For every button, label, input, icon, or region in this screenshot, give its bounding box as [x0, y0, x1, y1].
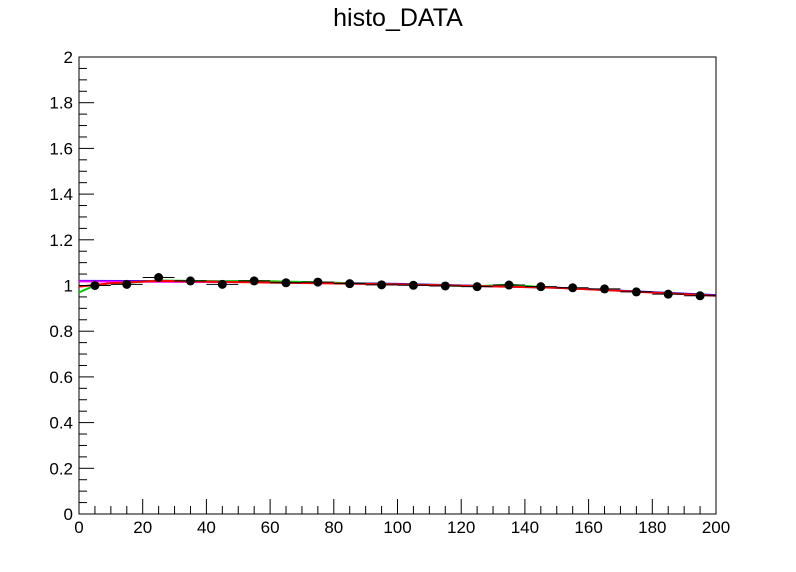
y-tick-label: 0.2 [49, 459, 73, 478]
fit-lines [78, 279, 717, 297]
data-point [333, 279, 366, 289]
x-tick-label: 100 [383, 518, 411, 537]
data-point [206, 279, 239, 289]
point-marker [122, 279, 132, 289]
point-marker [440, 281, 450, 291]
y-tick-label: 0.8 [49, 322, 73, 341]
x-tick-label: 180 [638, 518, 666, 537]
x-tick-label: 0 [74, 518, 83, 537]
x-tick-label: 120 [447, 518, 475, 537]
data-point [174, 276, 207, 286]
x-tick-label: 80 [324, 518, 343, 537]
point-marker [345, 279, 355, 289]
point-marker [217, 279, 227, 289]
x-tick-label: 20 [133, 518, 152, 537]
point-marker [90, 281, 100, 290]
data-point [588, 284, 621, 294]
y-tick-label: 1.2 [49, 231, 73, 250]
point-marker [377, 280, 387, 290]
data-point [493, 280, 525, 290]
point-marker [281, 278, 291, 288]
data-point [461, 282, 494, 292]
tick-labels: 0 20 40 60 80 100 120 140 160 180 200 0 0.2 0.4 0.6 0.8… [49, 48, 730, 537]
data-point [556, 283, 589, 293]
point-marker [472, 282, 482, 292]
y-tick-label: 0.6 [49, 368, 73, 387]
y-tick-label: 1 [64, 277, 73, 296]
point-marker [695, 291, 705, 301]
x-tick-label: 140 [511, 518, 539, 537]
axis-ticks [78, 56, 717, 515]
data-point [397, 280, 430, 290]
point-marker [536, 282, 546, 292]
data-points [79, 273, 716, 301]
data-point [652, 289, 685, 299]
point-marker [408, 280, 418, 290]
data-point [110, 279, 143, 289]
point-marker [504, 280, 514, 290]
data-point [429, 281, 462, 291]
y-tick-label: 1.8 [49, 94, 73, 113]
point-marker [313, 277, 323, 287]
point-marker [154, 273, 164, 283]
data-point [524, 282, 557, 292]
data-point [238, 276, 271, 286]
data-point [270, 278, 302, 288]
data-point [142, 273, 175, 283]
x-tick-label: 160 [574, 518, 602, 537]
x-tick-label: 40 [197, 518, 216, 537]
y-tick-label: 1.6 [49, 139, 73, 158]
point-marker [600, 284, 610, 294]
x-tick-label: 200 [702, 518, 730, 537]
chart-title: histo_DATA [333, 4, 463, 32]
data-point [620, 287, 653, 297]
y-tick-label: 0.4 [49, 414, 73, 433]
point-marker [185, 276, 195, 286]
y-tick-label: 1.4 [49, 185, 73, 204]
data-point [365, 280, 398, 290]
data-point [79, 281, 111, 290]
point-marker [249, 276, 259, 286]
x-tick-label: 60 [261, 518, 280, 537]
y-tick-label: 2 [64, 48, 73, 67]
point-marker [568, 283, 578, 293]
data-point [301, 277, 334, 287]
data-point [684, 291, 716, 301]
y-tick-label: 0 [64, 505, 73, 524]
point-marker [663, 289, 673, 299]
point-marker [631, 287, 641, 297]
fit-line [78, 279, 717, 297]
